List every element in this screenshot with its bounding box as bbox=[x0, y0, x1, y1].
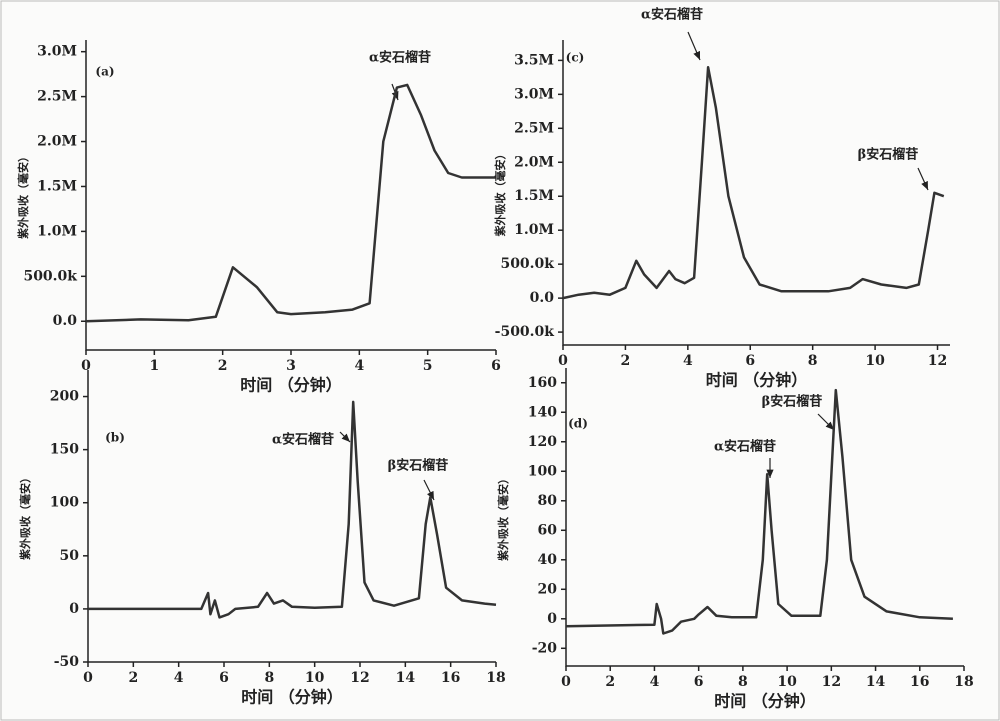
y-tick-label: 0.0 bbox=[530, 290, 555, 306]
x-tick-label: 2 bbox=[218, 358, 228, 374]
x-axis-label: 时间 （分钟） bbox=[706, 371, 808, 390]
x-tick-label: 0 bbox=[81, 358, 91, 374]
y-tick-label: 40 bbox=[538, 552, 558, 568]
y-tick-label: 0.0 bbox=[53, 313, 78, 329]
x-tick-label: 2 bbox=[605, 674, 615, 690]
data-line bbox=[565, 388, 953, 635]
panel-label: (a) bbox=[95, 65, 114, 79]
y-axis-label: 紫外吸收（毫安） bbox=[496, 473, 510, 561]
y-axis-label: 紫外吸收（毫安） bbox=[493, 149, 507, 237]
annotation: α安石榴苷 bbox=[641, 7, 703, 23]
x-tick-label: 12 bbox=[822, 674, 841, 690]
y-tick-label: 100 bbox=[50, 495, 79, 511]
x-tick-label: 8 bbox=[808, 353, 818, 369]
panel-label: (d) bbox=[568, 417, 588, 431]
x-axis-label: 时间 （分钟） bbox=[241, 688, 343, 707]
x-tick-label: 4 bbox=[650, 674, 660, 690]
axes bbox=[85, 40, 496, 351]
y-tick-label: 200 bbox=[50, 389, 79, 405]
annotation: α安石榴苷 bbox=[272, 432, 334, 448]
x-tick-label: 2 bbox=[621, 353, 631, 369]
axes bbox=[562, 40, 950, 346]
y-tick-label: 150 bbox=[50, 442, 79, 458]
annotation: β安石榴苷 bbox=[388, 458, 449, 474]
x-tick-label: 5 bbox=[423, 358, 433, 374]
y-tick-label: 3.0M bbox=[37, 44, 77, 60]
annotation-arrow bbox=[817, 413, 835, 431]
y-tick-label: 1.5M bbox=[514, 188, 554, 204]
x-tick-label: 6 bbox=[694, 674, 704, 690]
x-tick-label: 10 bbox=[777, 674, 797, 690]
y-tick-label: 60 bbox=[538, 522, 558, 538]
annotation-arrow bbox=[423, 479, 435, 501]
y-tick-label: 20 bbox=[538, 581, 558, 597]
y-tick-label: 3.0M bbox=[514, 86, 554, 102]
x-tick-label: 18 bbox=[954, 674, 973, 690]
x-tick-label: 0 bbox=[558, 353, 568, 369]
x-tick-label: 10 bbox=[305, 670, 325, 686]
x-tick-label: 4 bbox=[683, 353, 693, 369]
y-tick-label: 2.5M bbox=[514, 120, 554, 136]
y-tick-label: 0 bbox=[547, 611, 557, 627]
x-tick-label: 18 bbox=[486, 670, 505, 686]
y-tick-label: -500.0k bbox=[495, 324, 555, 340]
y-tick-label: 2.0M bbox=[37, 134, 77, 150]
x-tick-label: 12 bbox=[928, 353, 947, 369]
y-tick-label: 160 bbox=[528, 375, 557, 391]
x-tick-label: 16 bbox=[441, 670, 460, 686]
y-tick-label: 0 bbox=[69, 601, 79, 617]
annotation-arrow bbox=[339, 431, 351, 443]
annotation: β安石榴苷 bbox=[762, 394, 823, 410]
y-tick-label: 80 bbox=[538, 493, 558, 509]
data-line bbox=[85, 83, 496, 323]
y-tick-label: 500.0k bbox=[500, 256, 554, 272]
y-tick-label: 2.0M bbox=[514, 154, 554, 170]
x-tick-label: 1 bbox=[149, 358, 159, 374]
y-tick-label: 140 bbox=[528, 404, 557, 420]
x-tick-label: 0 bbox=[561, 674, 571, 690]
y-tick-label: 1.0M bbox=[37, 223, 77, 239]
x-tick-label: 8 bbox=[264, 670, 274, 686]
x-tick-label: 14 bbox=[396, 670, 416, 686]
data-line bbox=[88, 400, 497, 619]
y-tick-label: 1.5M bbox=[37, 178, 77, 194]
annotation: β安石榴苷 bbox=[858, 147, 919, 163]
annotation-arrow bbox=[917, 167, 929, 191]
x-tick-label: 6 bbox=[219, 670, 229, 686]
x-tick-label: 8 bbox=[738, 674, 748, 690]
x-tick-label: 12 bbox=[350, 670, 369, 686]
y-tick-label: 2.5M bbox=[37, 89, 77, 105]
panel-label: (c) bbox=[566, 51, 585, 65]
x-tick-label: 16 bbox=[910, 674, 929, 690]
data-line bbox=[562, 65, 945, 300]
annotation-arrow bbox=[687, 31, 701, 61]
x-tick-label: 2 bbox=[128, 670, 138, 686]
annotation: α安石榴苷 bbox=[369, 50, 431, 66]
panel-label: (b) bbox=[105, 431, 125, 445]
annotation: α安石榴苷 bbox=[714, 439, 776, 455]
x-tick-label: 6 bbox=[745, 353, 755, 369]
x-tick-label: 4 bbox=[354, 358, 364, 374]
y-tick-label: 1.0M bbox=[514, 222, 554, 238]
y-tick-label: 3.5M bbox=[514, 52, 554, 68]
x-tick-label: 6 bbox=[491, 358, 501, 374]
y-tick-label: 50 bbox=[60, 548, 80, 564]
x-axis-label: 时间 （分钟） bbox=[714, 692, 816, 711]
x-tick-label: 14 bbox=[866, 674, 886, 690]
y-axis-label: 紫外吸收（毫安） bbox=[16, 151, 30, 239]
y-axis-label: 紫外吸收（毫安） bbox=[18, 472, 32, 560]
x-tick-label: 0 bbox=[83, 670, 93, 686]
y-tick-label: 120 bbox=[528, 434, 557, 450]
y-tick-label: 500.0k bbox=[23, 268, 77, 284]
x-axis-label: 时间 （分钟） bbox=[240, 376, 342, 395]
x-tick-label: 4 bbox=[174, 670, 184, 686]
x-tick-label: 10 bbox=[865, 353, 885, 369]
y-tick-label: 100 bbox=[528, 463, 557, 479]
y-tick-label: -20 bbox=[532, 640, 558, 656]
y-tick-label: -50 bbox=[54, 654, 80, 670]
x-tick-label: 3 bbox=[286, 358, 296, 374]
